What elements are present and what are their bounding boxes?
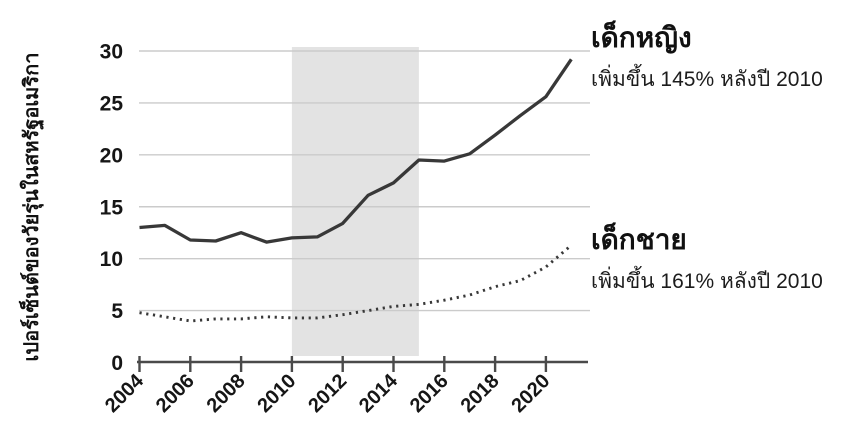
y-tick-label-5: 5 bbox=[111, 300, 123, 323]
x-tick-label-2004: 2004 bbox=[101, 369, 149, 417]
girls-change-note: เพิ่มขึ้น 145% หลังปี 2010 bbox=[591, 68, 823, 92]
x-tick-label-2010: 2010 bbox=[253, 370, 300, 417]
girls-series-label: เด็กหญิง bbox=[591, 22, 692, 53]
x-tick-label-2016: 2016 bbox=[406, 370, 453, 417]
x-tick-label-2012: 2012 bbox=[304, 370, 351, 417]
shaded-region-2010-2015 bbox=[291, 47, 419, 356]
y-tick-label-10: 10 bbox=[100, 248, 123, 271]
y-tick-label-0: 0 bbox=[111, 352, 123, 375]
annotation-boys: เด็กชาย เพิ่มขึ้น 161% หลังปี 2010 bbox=[591, 224, 823, 298]
annotation-girls: เด็กหญิง เพิ่มขึ้น 145% หลังปี 2010 bbox=[591, 22, 823, 96]
x-tick-label-2008: 2008 bbox=[203, 370, 250, 417]
x-tick-label-2006: 2006 bbox=[152, 370, 199, 417]
series-line-girls bbox=[139, 58, 573, 244]
x-tick-label-2018: 2018 bbox=[457, 370, 504, 417]
y-tick-label-15: 15 bbox=[100, 196, 124, 219]
x-tick-label-2020: 2020 bbox=[507, 370, 554, 417]
y-tick-label-30: 30 bbox=[100, 41, 123, 64]
x-tick-label-2014: 2014 bbox=[355, 369, 403, 417]
y-tick-label-25: 25 bbox=[100, 92, 124, 115]
y-tick-label-20: 20 bbox=[100, 144, 123, 167]
boys-change-note: เพิ่มขึ้น 161% หลังปี 2010 bbox=[591, 270, 823, 294]
boys-series-label: เด็กชาย bbox=[591, 224, 687, 255]
